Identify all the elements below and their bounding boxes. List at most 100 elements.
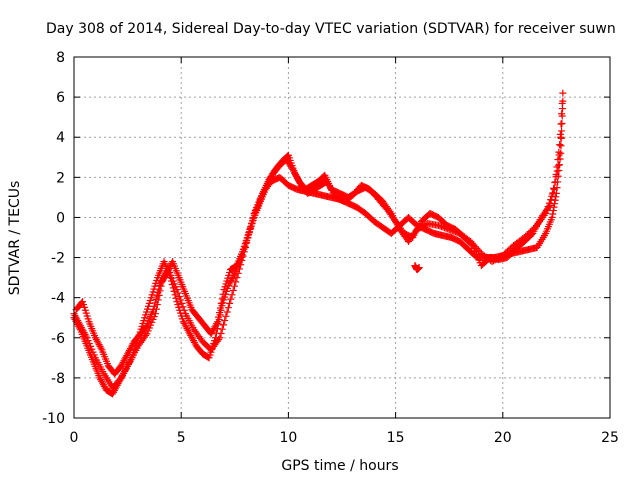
plus-marker bbox=[552, 173, 560, 181]
plus-marker bbox=[222, 312, 230, 320]
plus-marker bbox=[154, 289, 162, 297]
plus-marker bbox=[76, 324, 84, 332]
y-axis-title: SDTVAR / TECUs bbox=[7, 181, 23, 296]
plus-marker bbox=[549, 207, 557, 215]
plus-marker bbox=[556, 141, 564, 149]
series-trace-2 bbox=[70, 133, 565, 398]
y-tick-label: -4 bbox=[51, 291, 65, 307]
y-tick-label: -2 bbox=[51, 251, 65, 267]
plus-marker bbox=[229, 287, 237, 295]
plus-marker bbox=[557, 149, 565, 157]
plus-marker bbox=[215, 335, 223, 343]
plus-marker bbox=[554, 156, 562, 164]
plus-marker bbox=[178, 299, 186, 307]
plus-marker bbox=[549, 210, 557, 218]
plot-frame bbox=[73, 56, 611, 419]
plus-marker bbox=[553, 167, 561, 175]
plus-marker bbox=[153, 292, 161, 300]
plus-marker bbox=[558, 99, 566, 107]
plus-marker bbox=[546, 201, 554, 209]
chart-title: Day 308 of 2014, Sidereal Day-to-day VTE… bbox=[46, 21, 616, 37]
plus-marker bbox=[474, 246, 482, 254]
x-tick-label: 10 bbox=[279, 430, 297, 446]
plus-marker bbox=[219, 290, 227, 298]
plus-marker bbox=[216, 304, 224, 312]
plus-marker bbox=[550, 185, 558, 193]
plus-marker bbox=[215, 313, 223, 321]
plus-marker bbox=[468, 240, 476, 248]
plus-marker bbox=[558, 110, 566, 118]
plus-marker bbox=[548, 190, 556, 198]
plus-marker bbox=[223, 308, 231, 316]
plus-marker bbox=[557, 142, 565, 150]
x-axis-title: GPS time / hours bbox=[281, 458, 398, 474]
plus-marker bbox=[172, 294, 180, 302]
y-tick-label: -6 bbox=[51, 331, 65, 347]
plus-marker bbox=[415, 264, 423, 272]
y-tick-label: 2 bbox=[56, 170, 65, 186]
y-tick-label: 6 bbox=[56, 90, 65, 106]
plus-marker bbox=[170, 287, 178, 295]
plus-marker bbox=[177, 296, 185, 304]
series-trace-1 bbox=[70, 97, 567, 392]
plus-marker bbox=[421, 221, 429, 229]
plus-marker bbox=[228, 291, 236, 299]
plus-marker bbox=[558, 127, 566, 135]
plus-marker bbox=[149, 306, 157, 314]
plus-marker bbox=[227, 295, 235, 303]
plus-marker bbox=[219, 321, 227, 329]
plus-marker bbox=[151, 299, 159, 307]
plus-marker bbox=[167, 277, 175, 285]
x-tick-label: 15 bbox=[387, 430, 405, 446]
plus-marker bbox=[556, 130, 564, 138]
plus-marker bbox=[214, 318, 222, 326]
plus-marker bbox=[174, 289, 182, 297]
plus-marker bbox=[175, 293, 183, 301]
y-tick-label: -8 bbox=[51, 371, 65, 387]
plus-marker bbox=[168, 280, 176, 288]
plus-marker bbox=[150, 302, 158, 310]
x-tick-label: 25 bbox=[601, 430, 619, 446]
plus-marker bbox=[221, 317, 229, 325]
y-tick-label: 8 bbox=[56, 50, 65, 66]
plus-marker bbox=[555, 161, 563, 169]
plus-marker bbox=[97, 344, 105, 352]
x-tick-label: 20 bbox=[494, 430, 512, 446]
y-tick-label: 0 bbox=[56, 210, 65, 226]
grid-lines bbox=[74, 57, 610, 418]
plus-marker bbox=[557, 120, 565, 128]
plus-marker bbox=[127, 356, 135, 364]
series-trace-3 bbox=[72, 89, 567, 378]
plus-marker bbox=[559, 89, 567, 97]
plus-marker bbox=[551, 178, 559, 186]
plus-marker bbox=[142, 331, 150, 339]
plus-marker bbox=[212, 334, 220, 342]
plus-marker bbox=[545, 203, 553, 211]
plus-marker bbox=[215, 309, 223, 317]
plus-marker bbox=[549, 189, 557, 197]
plus-marker bbox=[230, 282, 238, 290]
plus-marker bbox=[550, 184, 558, 192]
plus-marker bbox=[169, 284, 177, 292]
plus-marker bbox=[166, 274, 174, 282]
plus-marker bbox=[152, 295, 160, 303]
series-markers bbox=[70, 89, 567, 398]
y-tick-label: -10 bbox=[42, 411, 65, 427]
series-trace-4 bbox=[411, 262, 423, 274]
plus-marker bbox=[171, 291, 179, 299]
plus-marker bbox=[555, 151, 563, 159]
plus-marker bbox=[218, 295, 226, 303]
plus-marker bbox=[548, 213, 556, 221]
y-tick-label: 4 bbox=[56, 130, 65, 146]
x-tick-label: 0 bbox=[70, 430, 79, 446]
plus-marker bbox=[226, 299, 234, 307]
axis-ticks: 0 5 10 15 20 25 -10 -8 -6 -4 -2 0 2 4 6 8 bbox=[42, 50, 619, 446]
plus-marker bbox=[557, 134, 565, 142]
plus-marker bbox=[217, 299, 225, 307]
x-tick-label: 5 bbox=[177, 430, 186, 446]
plus-marker bbox=[213, 319, 221, 327]
plus-marker bbox=[547, 196, 555, 204]
plus-marker bbox=[155, 285, 163, 293]
plus-marker bbox=[224, 304, 232, 312]
